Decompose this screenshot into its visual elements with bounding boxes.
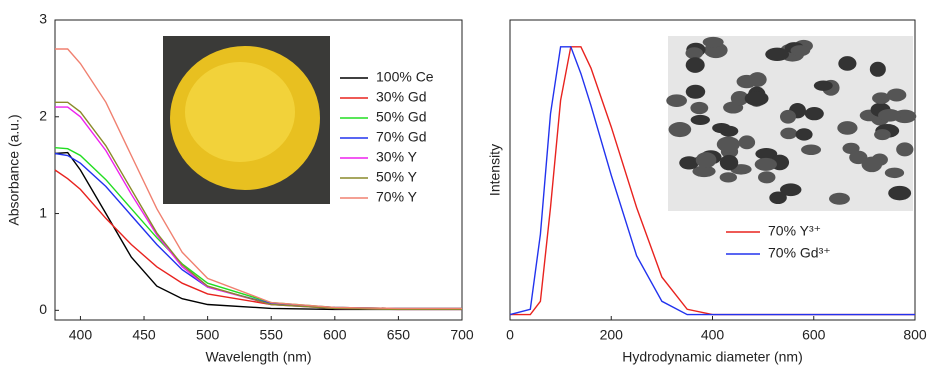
x-tick-label: 600 [323,327,347,343]
particle [874,129,891,141]
plot: 0 200 400 600 800 Hydrodynamic diameter (nm) I… [487,19,927,365]
x-tick-label: 450 [132,327,156,343]
x-tick-label: 400 [701,327,725,343]
particle [861,156,883,173]
particle [872,92,891,104]
particle [884,167,905,179]
particle [744,91,769,106]
legend-label: 50% Y [376,169,418,185]
y-tick-label: 0 [39,301,47,317]
x-tick-label: 800 [903,327,927,343]
particle [886,88,907,102]
plot: 400 450 500 550 600 650 700 0 1 2 3 Wavelength (nm)… [6,11,474,365]
photo-inset [163,36,330,204]
particle [758,171,776,184]
series-line [509,46,915,316]
y-axis-label: Absorbance (a.u.) [6,114,22,225]
legend-label: 30% Y [376,149,418,165]
x-tick-label: 0 [506,327,514,343]
particle [888,185,912,201]
x-tick-label: 700 [450,327,474,343]
particle [685,47,703,60]
particle [780,183,802,197]
particle [719,154,739,171]
particle [838,56,857,71]
y-tick-label: 1 [39,204,47,220]
particle [666,94,687,107]
particle [790,45,811,57]
particle [685,57,705,73]
particle [690,114,710,125]
particle [668,122,692,138]
x-tick-label: 650 [387,327,411,343]
particle [837,121,858,135]
x-tick-label: 400 [69,327,93,343]
x-tick-label: 200 [600,327,624,343]
series-line [55,48,462,310]
legend-label: 50% Gd [376,109,427,125]
particle [780,127,798,140]
particle [878,109,901,122]
particle [730,91,749,106]
y-tick-label: 3 [39,11,47,27]
particle [695,152,717,168]
particle [719,172,737,183]
particle [712,122,731,134]
particle [780,109,797,124]
legend-label: 70% Gd [376,129,427,145]
y-axis-label: Intensity [487,144,503,196]
particle [755,148,778,160]
x-axis-label: Wavelength (nm) [205,349,311,365]
legend-label: 70% Gd³⁺ [768,245,831,261]
tem-inset [666,36,917,211]
particle [813,80,833,91]
particle [896,142,914,157]
particle [769,191,787,205]
particle [754,157,777,171]
particle [702,36,724,48]
particle [829,192,850,205]
particle [690,101,709,115]
x-tick-label: 500 [196,327,220,343]
particle [869,61,886,77]
series-line [55,101,462,311]
y-tick-label: 2 [39,107,47,123]
legend-label: 70% Y³⁺ [768,223,821,239]
x-tick-label: 600 [802,327,826,343]
legend-label: 70% Y [376,189,418,205]
legend-label: 30% Gd [376,89,427,105]
series-line [510,46,915,316]
particle [804,107,824,121]
x-tick-label: 550 [260,327,284,343]
particle [736,74,757,89]
particle [738,135,756,150]
x-axis-label: Hydrodynamic diameter (nm) [622,349,803,365]
particle [685,84,706,99]
particle [765,47,790,61]
particle [795,128,813,141]
particle [692,165,716,178]
particle [716,136,740,153]
series-line [54,151,462,311]
particle [801,144,822,156]
legend-label: 100% Ce [376,69,434,85]
